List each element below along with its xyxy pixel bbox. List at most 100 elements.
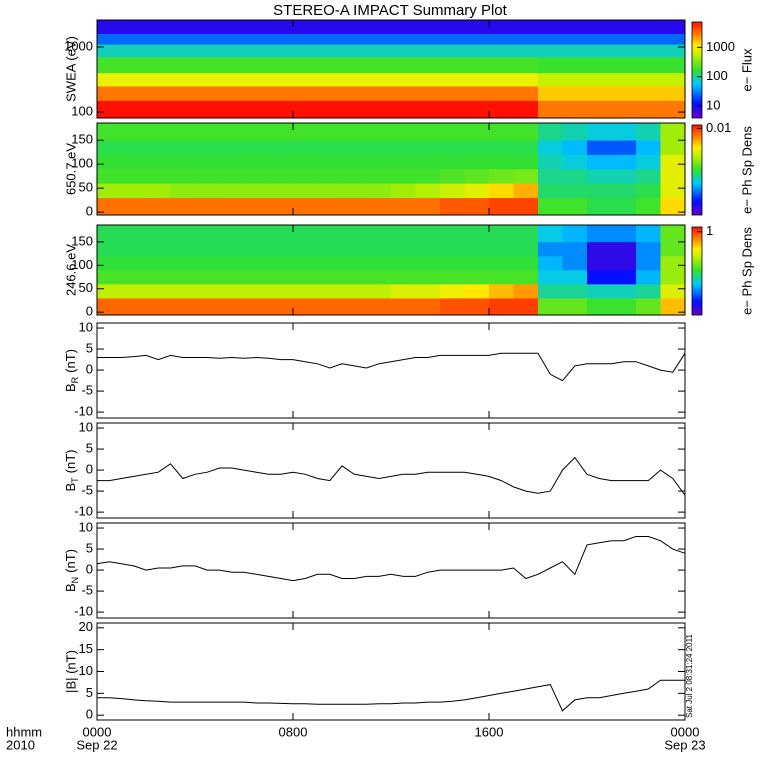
- heatmap-cell: [464, 284, 490, 299]
- heatmap-cell: [415, 33, 441, 45]
- heatmap-cell: [366, 169, 392, 184]
- colorbar: [691, 226, 703, 316]
- heatmap-cell: [464, 154, 490, 170]
- heatmap-cell: [170, 44, 196, 58]
- y-tick-label: -5: [81, 383, 93, 398]
- heatmap-cell: [464, 255, 490, 271]
- heatmap-cell: [342, 20, 367, 35]
- heatmap-cell: [538, 183, 563, 199]
- heatmap-cell: [464, 33, 490, 45]
- heatmap-cell: [146, 255, 171, 271]
- heatmap-cell: [97, 20, 122, 35]
- heatmap-cell: [342, 86, 367, 101]
- heatmap-cell: [97, 100, 122, 119]
- heatmap-cell: [268, 241, 294, 257]
- heatmap-cell: [513, 44, 539, 58]
- heatmap-cell: [538, 169, 563, 184]
- heatmap-cell: [121, 298, 147, 316]
- heatmap-cell: [538, 255, 563, 271]
- heatmap-cell: [268, 270, 294, 285]
- heatmap-cell: [170, 255, 196, 271]
- heatmap-cell: [611, 20, 637, 35]
- chart-title: STEREO-A IMPACT Summary Plot: [273, 2, 507, 19]
- heatmap-cell: [513, 183, 539, 199]
- heatmap-cell: [587, 86, 612, 101]
- y-tick-label: 50: [79, 280, 93, 295]
- heatmap-cell: [342, 197, 367, 216]
- heatmap-cell: [268, 298, 294, 316]
- heatmap-cell: [146, 241, 171, 257]
- heatmap-cell: [219, 123, 245, 141]
- y-tick-label: 10: [79, 419, 93, 434]
- heatmap-cell: [366, 241, 392, 257]
- y-tick-label: 15: [79, 641, 93, 656]
- heatmap-cell: [219, 284, 245, 299]
- heatmap-cell: [562, 72, 588, 87]
- heatmap-cell: [660, 140, 686, 155]
- heatmap-cell: [293, 270, 318, 285]
- heatmap-cell: [636, 140, 661, 155]
- heatmap-cell: [587, 169, 612, 184]
- heatmap-cell: [366, 44, 392, 58]
- heatmap-cell: [293, 241, 318, 257]
- heatmap-cell: [538, 270, 563, 285]
- heatmap-cell: [146, 123, 171, 141]
- heatmap-cell: [513, 197, 539, 216]
- heatmap-cell: [244, 44, 269, 58]
- heatmap-cell: [636, 225, 661, 243]
- heatmap-cell: [317, 255, 343, 271]
- heatmap-cell: [660, 169, 686, 184]
- heatmap-cell: [121, 86, 147, 101]
- heatmap-cell: [440, 255, 465, 271]
- heatmap-cell: [587, 72, 612, 87]
- heatmap-cell: [391, 72, 416, 87]
- y-axis-label: |B| (nT): [63, 650, 78, 693]
- heatmap-cell: [146, 20, 171, 35]
- heatmap-cell: [293, 154, 318, 170]
- heatmap-cell: [489, 197, 514, 216]
- heatmap-cell: [146, 270, 171, 285]
- heatmap-cell: [587, 57, 612, 74]
- heatmap-cell: [538, 284, 563, 299]
- heatmap-cell: [170, 20, 196, 35]
- heatmap-cell: [636, 270, 661, 285]
- y-axis-label-sub: N: [70, 577, 80, 584]
- heatmap-cell: [219, 298, 245, 316]
- heatmap-cell: [538, 140, 563, 155]
- heatmap-cell: [268, 255, 294, 271]
- heatmap-cell: [391, 270, 416, 285]
- heatmap-cell: [513, 123, 539, 141]
- heatmap-cell: [611, 197, 637, 216]
- heatmap-cell: [562, 255, 588, 271]
- heatmap-cell: [415, 169, 441, 184]
- heatmap-cell: [538, 197, 563, 216]
- heatmap-cell: [342, 169, 367, 184]
- y-tick-label: 10: [79, 519, 93, 534]
- heatmap-cell: [195, 100, 220, 119]
- heatmap-cell: [366, 86, 392, 101]
- heatmap-cell: [342, 100, 367, 119]
- heatmap-cell: [415, 57, 441, 74]
- heatmap-cell: [636, 284, 661, 299]
- heatmap-cell: [440, 100, 465, 119]
- heatmap-cell: [244, 140, 269, 155]
- heatmap-cell: [415, 270, 441, 285]
- heatmap-cell: [342, 154, 367, 170]
- heatmap-cell: [268, 183, 294, 199]
- heatmap-cell: [464, 183, 490, 199]
- heatmap-cell: [268, 225, 294, 243]
- heatmap-cell: [366, 255, 392, 271]
- heatmap-cell: [121, 270, 147, 285]
- heatmap-cell: [293, 44, 318, 58]
- data-line: [96, 536, 686, 582]
- heatmap-cell: [562, 241, 588, 257]
- y-axis-label-main: B: [63, 583, 78, 592]
- heatmap-cell: [636, 154, 661, 170]
- heatmap-cell: [293, 72, 318, 87]
- heatmap-cell: [415, 100, 441, 119]
- heatmap-cell: [489, 86, 514, 101]
- heatmap-cell: [587, 298, 612, 316]
- heatmap-cell: [489, 270, 514, 285]
- heatmap-cell: [538, 57, 563, 74]
- heatmap-cell: [415, 183, 441, 199]
